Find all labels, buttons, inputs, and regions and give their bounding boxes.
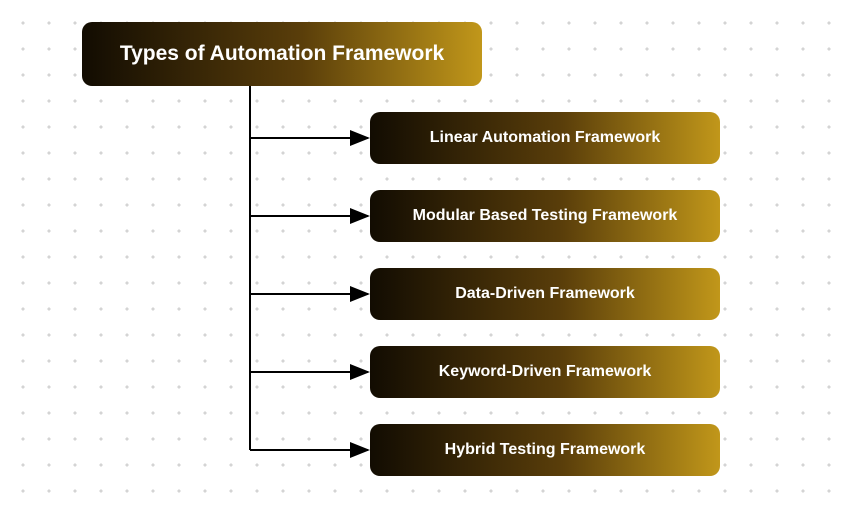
child-box-2: Data-Driven Framework (370, 268, 720, 320)
child-label-0: Linear Automation Framework (430, 129, 661, 147)
child-label-4: Hybrid Testing Framework (445, 441, 646, 459)
child-box-1: Modular Based Testing Framework (370, 190, 720, 242)
child-box-0: Linear Automation Framework (370, 112, 720, 164)
child-box-3: Keyword-Driven Framework (370, 346, 720, 398)
diagram-title-box: Types of Automation Framework (82, 22, 482, 86)
child-label-2: Data-Driven Framework (455, 285, 635, 303)
diagram-title-text: Types of Automation Framework (120, 42, 444, 66)
child-box-4: Hybrid Testing Framework (370, 424, 720, 476)
child-label-1: Modular Based Testing Framework (413, 207, 678, 225)
child-label-3: Keyword-Driven Framework (439, 363, 652, 381)
